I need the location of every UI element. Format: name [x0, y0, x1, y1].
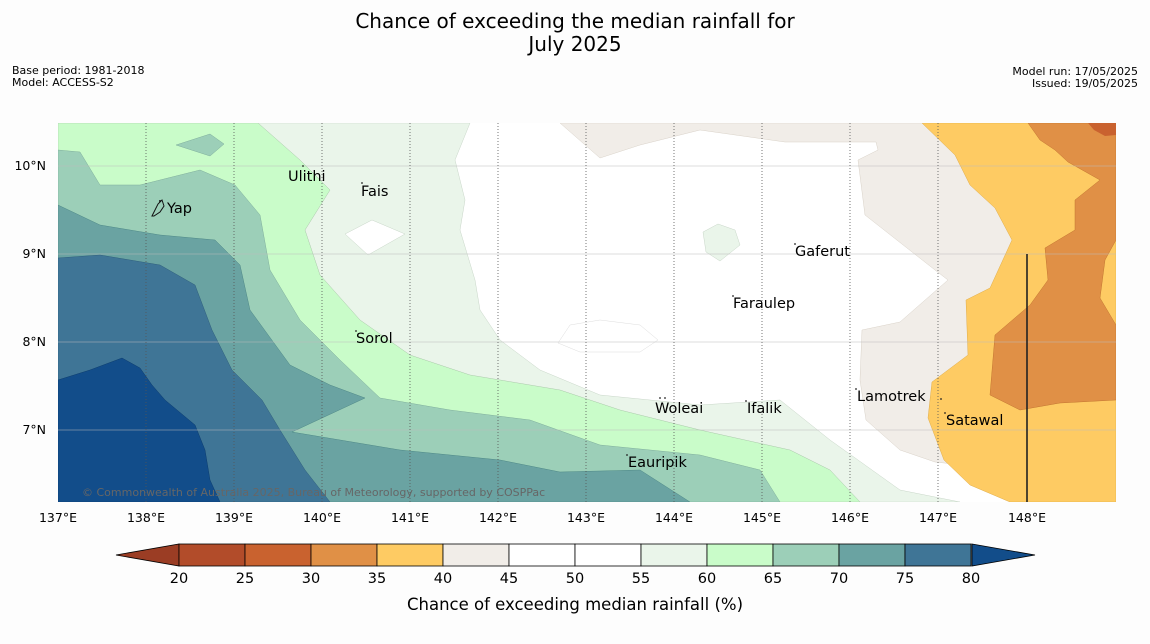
contour-blob-65 [702, 223, 741, 262]
cb-tick: 70 [830, 571, 848, 587]
meta-left: Base period: 1981-2018 Model: ACCESS-S2 [12, 65, 144, 89]
place-gaferut: Gaferut [795, 244, 850, 260]
colorbar-cell [574, 543, 642, 567]
cb-tick: 50 [566, 571, 584, 587]
lon-tick: 148°E [1008, 510, 1046, 525]
lon-tick: 137°E [39, 510, 77, 525]
colorbar-cell [904, 543, 972, 567]
meta-right: Model run: 17/05/2025 Issued: 19/05/2025 [1012, 66, 1138, 90]
place-eauripik: Eauripik [628, 455, 687, 471]
lat-tick-labels: 10°N 9°N 8°N 7°N [14, 158, 46, 437]
lat-tick: 9°N [22, 246, 46, 261]
lon-tick: 144°E [655, 510, 693, 525]
colorbar-tick-labels: 20 25 30 35 40 45 50 55 60 65 70 75 80 [170, 571, 980, 587]
colorbar-cell [838, 543, 906, 567]
lon-tick-labels: 137°E 138°E 139°E 140°E 141°E 142°E 143°… [39, 510, 1046, 525]
cb-tick: 40 [434, 571, 452, 587]
lon-tick: 147°E [919, 510, 957, 525]
colorbar-cell [772, 543, 840, 567]
lon-tick: 143°E [567, 510, 605, 525]
place-lamotrek: Lamotrek [857, 389, 926, 405]
contour-hole-2 [557, 319, 659, 353]
title-line-1: Chance of exceeding the median rainfall … [355, 9, 795, 33]
colorbar-cell [244, 543, 312, 567]
place-yap: Yap [166, 201, 192, 217]
contour-35-40 [921, 123, 1116, 502]
yap-dot [159, 200, 161, 202]
contour-blob-70 [175, 133, 225, 157]
colorbar-cell [178, 543, 246, 567]
colorbar-low-extension [115, 543, 180, 567]
cb-tick: 60 [698, 571, 716, 587]
base-period: Base period: 1981-2018 [12, 64, 145, 77]
place-fais: Fais [361, 184, 388, 200]
copyright-credit: © Commonwealth of Australia 2025, Bureau… [82, 486, 545, 499]
lon-tick: 139°E [215, 510, 253, 525]
colorbar-cell [376, 543, 444, 567]
lon-tick: 140°E [303, 510, 341, 525]
issued-date: Issued: 19/05/2025 [1031, 77, 1138, 90]
place-sorol: Sorol [356, 331, 393, 347]
cb-tick: 35 [368, 571, 386, 587]
cb-tick: 30 [302, 571, 320, 587]
lat-tick: 8°N [22, 334, 46, 349]
model-name: Model: ACCESS-S2 [12, 76, 114, 89]
lat-tick: 7°N [22, 422, 46, 437]
place-faraulep: Faraulep [733, 296, 795, 312]
lon-tick: 142°E [479, 510, 517, 525]
contour-30-35 [989, 123, 1116, 411]
lon-tick: 138°E [127, 510, 165, 525]
cb-tick: 65 [764, 571, 782, 587]
place-dots [302, 165, 946, 456]
contour-hole-1 [344, 219, 406, 256]
place-ulithi: Ulithi [288, 169, 326, 185]
colorbar-cell [640, 543, 708, 567]
colorbar-cell [442, 543, 510, 567]
place-ifalik: Ifalik [747, 401, 782, 417]
chart-title: Chance of exceeding the median rainfall … [0, 10, 1150, 56]
colorbar-cell [310, 543, 378, 567]
model-run: Model run: 17/05/2025 [1012, 65, 1138, 78]
cb-tick: 45 [500, 571, 518, 587]
colorbar-cells [178, 543, 972, 567]
cb-tick: 20 [170, 571, 188, 587]
cb-tick: 75 [896, 571, 914, 587]
map-area: Ulithi Fais Yap Gaferut Faraulep Sorol L… [58, 123, 1116, 502]
lon-tick: 141°E [391, 510, 429, 525]
colorbar: 20 25 30 35 40 45 50 55 60 65 70 75 80 C… [115, 543, 1036, 614]
colorbar-cell [706, 543, 774, 567]
place-woleai: Woleai [655, 401, 703, 417]
cb-tick: 55 [632, 571, 650, 587]
colorbar-cell [508, 543, 576, 567]
colorbar-high-extension [971, 543, 1036, 567]
colorbar-label: Chance of exceeding median rainfall (%) [407, 595, 743, 614]
lon-tick: 145°E [743, 510, 781, 525]
yap-island-shape [151, 199, 165, 217]
lon-gridlines [145, 123, 939, 502]
contour-25-30 [1088, 123, 1116, 136]
lat-tick: 10°N [14, 158, 46, 173]
title-line-2: July 2025 [528, 32, 622, 56]
cb-tick: 80 [962, 571, 980, 587]
place-satawal: Satawal [946, 413, 1003, 429]
cb-tick: 25 [236, 571, 254, 587]
lon-tick: 146°E [831, 510, 869, 525]
